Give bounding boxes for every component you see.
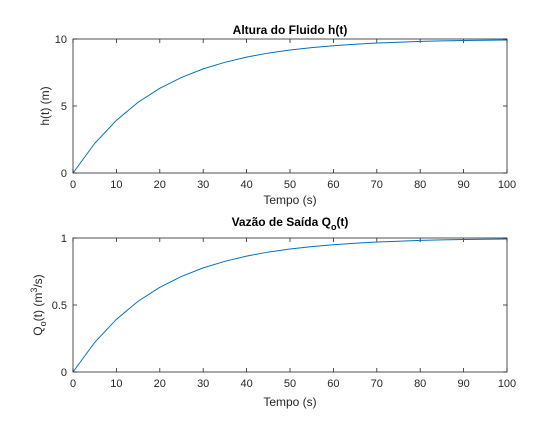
x-tick-label: 20 (154, 179, 166, 191)
x-tick-label: 60 (327, 378, 339, 390)
x-tick-label: 70 (371, 179, 383, 191)
x-tick-label: 40 (240, 378, 252, 390)
plot-area (73, 39, 507, 173)
x-tick-label: 100 (498, 179, 516, 191)
x-tick-label: 90 (457, 179, 469, 191)
x-tick-label: 80 (414, 179, 426, 191)
y-axis-label: Qo(t) (m3/s) (29, 274, 48, 335)
y-tick-label: 1 (61, 233, 67, 245)
x-tick-label: 80 (414, 378, 426, 390)
x-tick-label: 0 (70, 378, 76, 390)
x-tick-label: 70 (371, 378, 383, 390)
x-tick-label: 40 (240, 179, 252, 191)
x-tick-label: 30 (197, 179, 209, 191)
y-tick-label: 10 (55, 34, 67, 46)
y-tick-label: 0.5 (52, 300, 67, 312)
y-axis-label: h(t) (m) (38, 86, 52, 125)
x-tick-label: 90 (457, 378, 469, 390)
plot-title: Altura do Fluido h(t) (233, 23, 348, 37)
x-tick-label: 50 (284, 179, 296, 191)
ylabel-main: Q (31, 326, 45, 335)
x-axis-label: Tempo (s) (263, 193, 316, 207)
ylabel-end: /s) (31, 274, 45, 287)
x-tick-label: 10 (110, 179, 122, 191)
title-suffix: (t) (336, 215, 348, 229)
x-tick-label: 100 (498, 378, 516, 390)
x-tick-label: 50 (284, 378, 296, 390)
x-tick-label: 30 (197, 378, 209, 390)
y-tick-label: 0 (61, 367, 67, 379)
plot-title: Vazão de Saída Qo(t) (232, 215, 349, 232)
title-main: Vazão de Saída Q (232, 215, 331, 229)
x-tick-label: 0 (70, 179, 76, 191)
x-tick-label: 60 (327, 179, 339, 191)
plot-fluid-height: Altura do Fluido h(t) 0 10 20 30 40 50 60 70 80 9… (38, 23, 516, 207)
ylabel-middle: (t) (m (31, 293, 45, 322)
y-tick-label: 0 (61, 168, 67, 180)
x-tick-label: 10 (110, 378, 122, 390)
plot-area (73, 238, 507, 372)
plot-outflow: Vazão de Saída Qo(t) 0 10 20 30 40 50 60 70 80 90… (29, 215, 516, 409)
x-axis-label: Tempo (s) (263, 395, 316, 409)
x-tick-label: 20 (154, 378, 166, 390)
y-tick-label: 5 (61, 101, 67, 113)
